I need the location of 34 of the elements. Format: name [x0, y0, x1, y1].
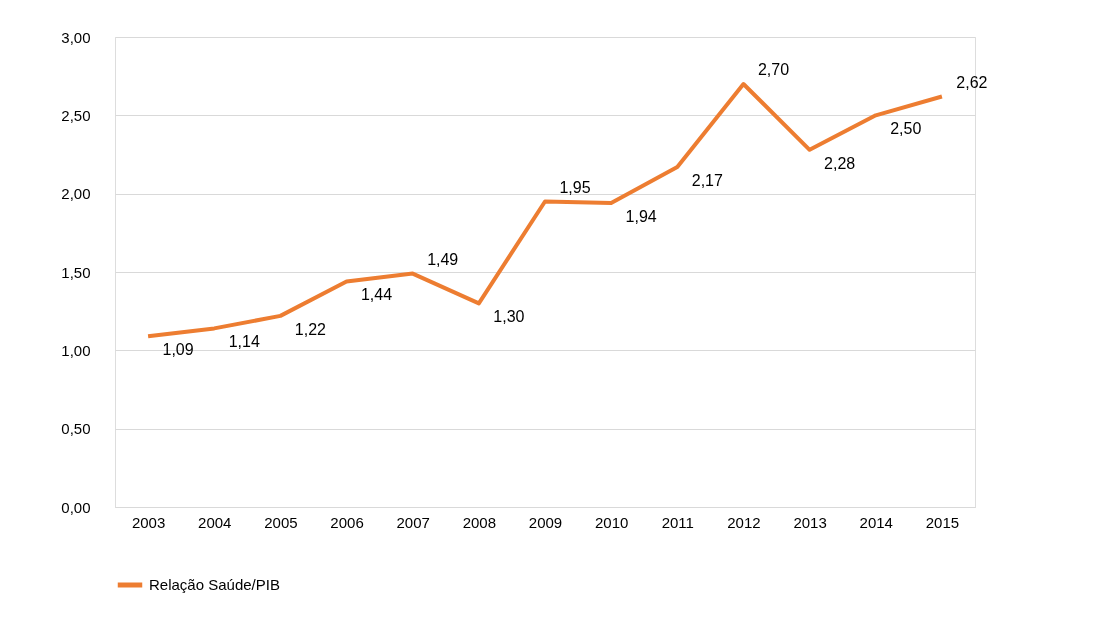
- data-label: 2,62: [956, 73, 988, 91]
- legend-label: Relação Saúde/PIB: [149, 576, 280, 593]
- x-tick-label: 2009: [528, 513, 563, 531]
- data-label: 1,95: [559, 178, 591, 196]
- data-label: 1,22: [294, 320, 327, 338]
- y-tick-label: 1,50: [61, 263, 91, 281]
- y-tick-label: 3,00: [61, 28, 91, 46]
- y-tick-label: 2,00: [61, 185, 91, 203]
- x-tick-label: 2004: [198, 513, 232, 531]
- x-tick-label: 2008: [462, 513, 497, 531]
- y-tick-label: 0,00: [61, 498, 91, 516]
- data-label: 2,50: [890, 120, 922, 138]
- data-label: 2,70: [757, 61, 790, 78]
- data-label: 1,44: [360, 286, 393, 304]
- x-tick-label: 2007: [396, 513, 430, 531]
- y-tick-label: 1,00: [61, 341, 91, 359]
- x-tick-label: 2012: [727, 513, 761, 531]
- x-tick-label: 2011: [661, 513, 694, 531]
- data-label: 2,28: [824, 154, 856, 172]
- x-tick-label: 2014: [859, 513, 893, 531]
- x-tick-label: 2003: [131, 513, 166, 531]
- x-tick-label: 2010: [594, 513, 629, 531]
- data-label: 1,09: [162, 341, 194, 359]
- x-tick-label: 2005: [264, 513, 298, 531]
- data-label: 1,94: [625, 208, 657, 226]
- data-label: 1,30: [493, 308, 525, 326]
- y-tick-label: 0,50: [61, 420, 91, 438]
- x-tick-label: 2015: [925, 513, 960, 531]
- x-tick-label: 2013: [793, 513, 827, 531]
- x-tick-label: 2006: [330, 513, 364, 531]
- data-label: 1,49: [427, 250, 459, 268]
- data-label: 2,17: [691, 172, 723, 190]
- y-tick-label: 2,50: [61, 106, 91, 124]
- data-label: 1,14: [228, 333, 260, 351]
